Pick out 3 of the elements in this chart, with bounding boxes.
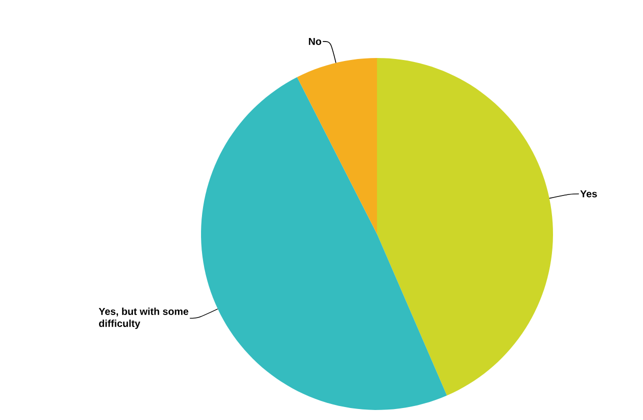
slice-label: Yes, but with some difficulty: [98, 308, 188, 329]
slice-label: Yes: [580, 190, 597, 198]
slice-label: No: [308, 38, 322, 45]
